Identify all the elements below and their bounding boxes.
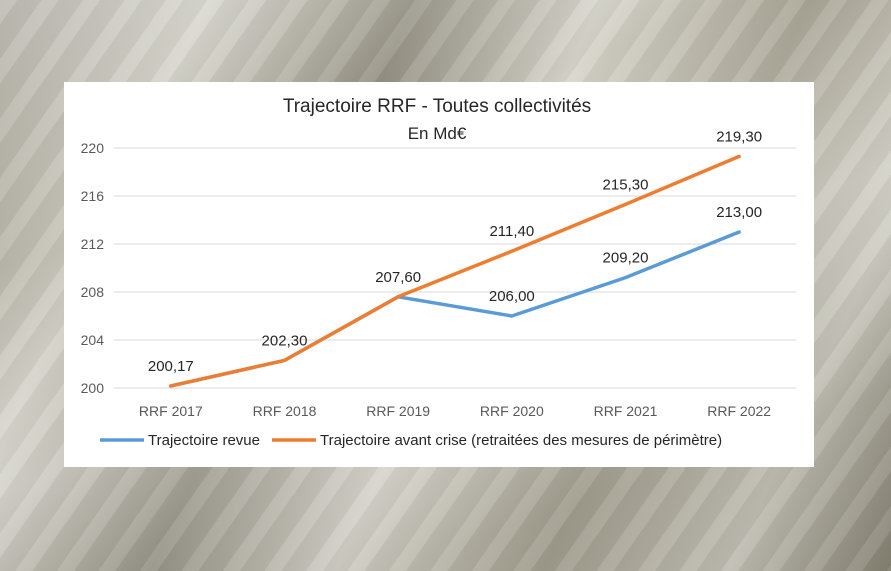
x-tick-label: RRF 2019	[366, 403, 430, 419]
legend-entry-1: Trajectoire revue	[148, 432, 260, 449]
data-label: 200,17	[148, 358, 194, 375]
x-tick-label: RRF 2022	[707, 403, 771, 419]
data-label: 202,30	[262, 332, 308, 349]
x-tick-label: RRF 2017	[139, 403, 203, 419]
series-lines	[169, 154, 741, 388]
data-label: 207,60	[375, 269, 421, 286]
line-chart: Trajectoire RRF - Toutes collectivités E…	[81, 96, 796, 449]
chart-subtitle: En Md€	[408, 124, 467, 143]
data-label: 206,00	[489, 288, 535, 305]
data-label: 211,40	[489, 223, 534, 240]
y-tick-label: 216	[81, 188, 105, 204]
data-labels: 206,00 209,20 213,00 200,17 202,30 207,60 211,…	[148, 128, 762, 375]
y-axis-ticks: 200 204 208 212 216 220	[81, 140, 105, 396]
x-tick-label: RRF 2021	[594, 403, 658, 419]
x-tick-label: RRF 2018	[253, 403, 317, 419]
y-tick-label: 208	[81, 284, 105, 300]
y-tick-label: 200	[81, 380, 105, 396]
series-line-1	[169, 230, 741, 388]
x-tick-label: RRF 2020	[480, 403, 544, 419]
series-line-2	[169, 154, 741, 388]
y-tick-label: 220	[81, 140, 105, 156]
chart-title: Trajectoire RRF - Toutes collectivités	[283, 96, 591, 117]
legend-entry-2: Trajectoire avant crise (retraitées des …	[320, 432, 722, 449]
x-axis-ticks: RRF 2017 RRF 2018 RRF 2019 RRF 2020 RRF 2021…	[139, 403, 771, 419]
y-tick-label: 204	[81, 332, 105, 348]
data-label: 219,30	[716, 128, 762, 145]
gridlines	[114, 147, 796, 389]
chart-card: Trajectoire RRF - Toutes collectivités E…	[64, 82, 814, 467]
y-tick-label: 212	[81, 236, 105, 252]
data-label: 215,30	[603, 176, 649, 193]
legend: Trajectoire revue Trajectoire avant crise…	[100, 432, 722, 449]
data-label: 213,00	[716, 204, 762, 221]
data-label: 209,20	[603, 250, 649, 267]
